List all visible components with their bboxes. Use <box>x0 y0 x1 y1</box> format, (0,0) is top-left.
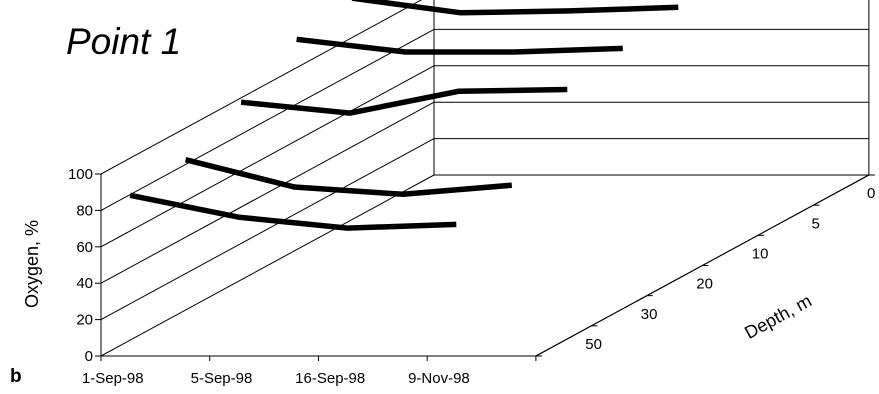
x-tick-label: 16-Sep-98 <box>295 370 365 387</box>
x-tick-label: 5-Sep-98 <box>191 370 253 387</box>
y-tick-label: 100 <box>68 166 93 183</box>
y-tick-label: 20 <box>76 312 93 329</box>
x-tick-label: 1-Sep-98 <box>82 370 144 387</box>
y-axis-title: Oxygen, % <box>22 220 42 308</box>
y-tick-label: 60 <box>76 239 93 256</box>
y-tick-label: 0 <box>85 348 93 365</box>
panel-label: b <box>10 366 22 387</box>
y-tick-label: 80 <box>76 202 93 219</box>
chart-title: Point 1 <box>66 21 181 62</box>
depth-tick-label: 5 <box>811 215 819 232</box>
y-tick-label: 40 <box>76 275 93 292</box>
series-line-depth-50 <box>130 195 456 228</box>
series-line-depth-20 <box>241 90 567 114</box>
depth-axis-title: Depth, m <box>741 291 815 343</box>
chart-series <box>130 0 734 228</box>
depth-tick-label: 10 <box>752 245 769 262</box>
x-tick-label: 9-Nov-98 <box>408 370 470 387</box>
series-line-depth-30 <box>186 160 512 195</box>
depth-tick-label: 20 <box>696 276 713 293</box>
depth-tick-label: 0 <box>867 185 875 202</box>
depth-tick-label: 30 <box>641 306 658 323</box>
depth-tick-label: 50 <box>585 336 602 353</box>
